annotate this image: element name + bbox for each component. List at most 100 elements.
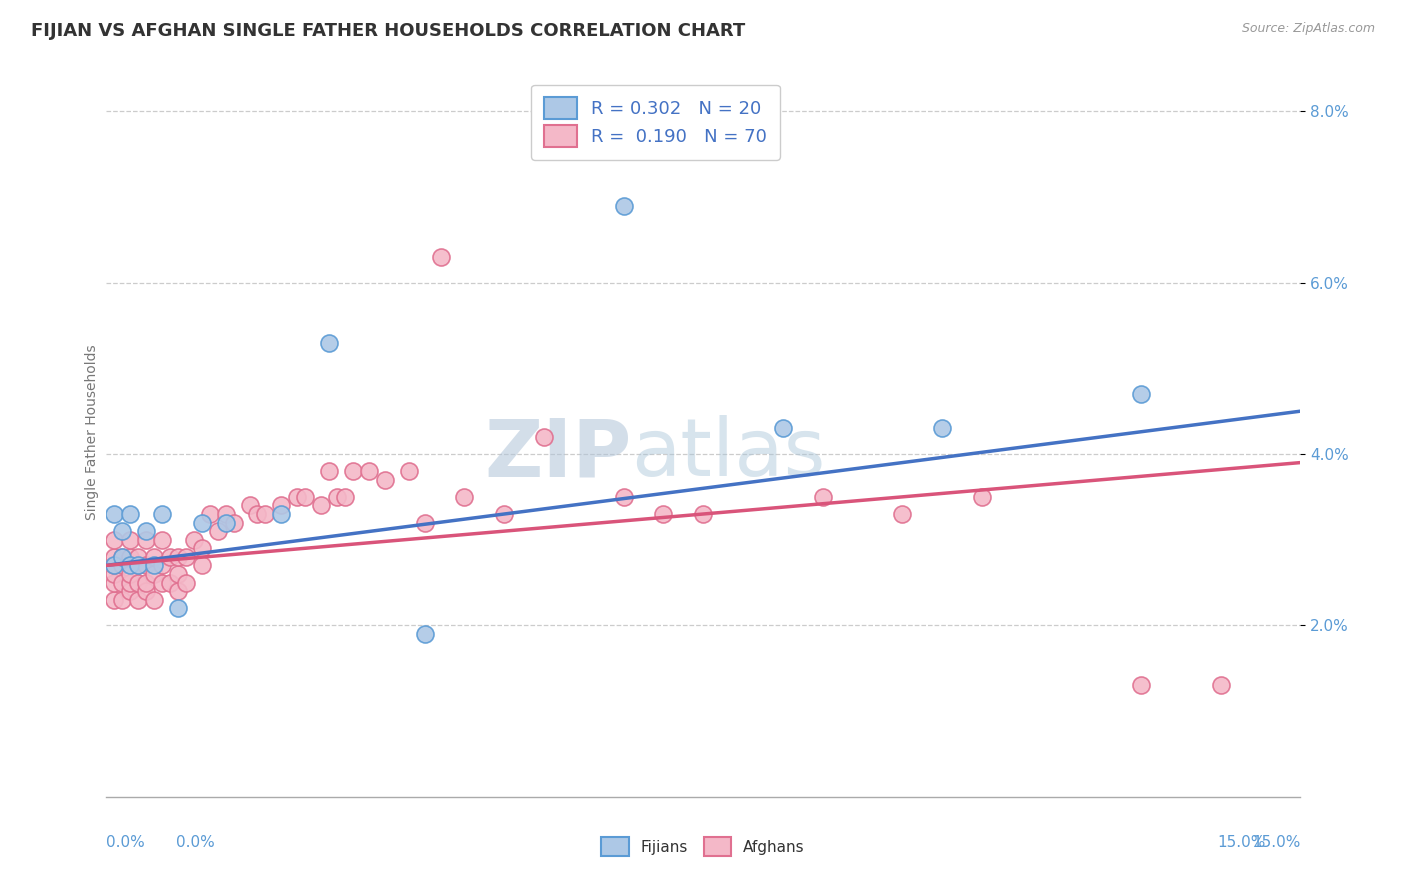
Point <box>931 421 953 435</box>
Point <box>238 499 260 513</box>
Legend: Fijians, Afghans: Fijians, Afghans <box>595 831 811 862</box>
Point <box>120 507 142 521</box>
Point <box>111 549 134 564</box>
Point <box>333 490 356 504</box>
Point <box>652 507 675 521</box>
Point <box>342 464 364 478</box>
Point <box>143 592 166 607</box>
Point <box>207 524 229 538</box>
Point <box>120 533 142 547</box>
Point <box>191 516 214 530</box>
Y-axis label: Single Father Households: Single Father Households <box>86 345 100 520</box>
Point <box>143 558 166 573</box>
Point <box>103 575 125 590</box>
Point <box>103 592 125 607</box>
Text: atlas: atlas <box>631 416 825 493</box>
Point <box>270 507 292 521</box>
Point <box>429 250 451 264</box>
Point <box>120 575 142 590</box>
Point <box>103 533 125 547</box>
Point <box>294 490 316 504</box>
Point <box>167 549 190 564</box>
Text: 0.0%: 0.0% <box>176 836 215 850</box>
Point <box>533 430 555 444</box>
Legend: R = 0.302   N = 20, R =  0.190   N = 70: R = 0.302 N = 20, R = 0.190 N = 70 <box>531 85 779 160</box>
Text: 15.0%: 15.0% <box>1251 836 1301 850</box>
Point <box>326 490 349 504</box>
Point <box>1130 678 1153 692</box>
Point <box>143 549 166 564</box>
Point <box>309 499 332 513</box>
Point <box>111 592 134 607</box>
Point <box>270 499 292 513</box>
Point <box>357 464 380 478</box>
Point <box>135 575 157 590</box>
Point <box>143 566 166 581</box>
Point <box>285 490 308 504</box>
Point <box>127 575 149 590</box>
Point <box>135 524 157 538</box>
Point <box>150 533 173 547</box>
Text: ZIP: ZIP <box>484 416 631 493</box>
Point <box>111 524 134 538</box>
Point <box>103 549 125 564</box>
Point <box>167 601 190 615</box>
Point <box>214 516 236 530</box>
Point <box>111 575 134 590</box>
Point <box>135 584 157 599</box>
Point <box>120 549 142 564</box>
Point <box>103 558 125 573</box>
Point <box>150 507 173 521</box>
Point <box>159 575 181 590</box>
Point <box>453 490 475 504</box>
Point <box>111 558 134 573</box>
Point <box>222 516 245 530</box>
Point <box>692 507 714 521</box>
Point <box>183 533 205 547</box>
Point <box>254 507 277 521</box>
Point <box>120 584 142 599</box>
Text: 0.0%: 0.0% <box>107 836 145 850</box>
Point <box>111 549 134 564</box>
Point <box>191 558 214 573</box>
Point <box>413 627 436 641</box>
Point <box>103 558 125 573</box>
Point <box>159 549 181 564</box>
Point <box>135 533 157 547</box>
Point <box>1130 387 1153 401</box>
Point <box>127 558 149 573</box>
Point <box>174 549 197 564</box>
Point <box>127 592 149 607</box>
Point <box>167 566 190 581</box>
Point <box>214 507 236 521</box>
Text: Source: ZipAtlas.com: Source: ZipAtlas.com <box>1241 22 1375 36</box>
Point <box>891 507 914 521</box>
Point <box>150 575 173 590</box>
Point <box>494 507 516 521</box>
Point <box>318 464 340 478</box>
Point <box>135 558 157 573</box>
Point <box>150 558 173 573</box>
Point <box>1209 678 1232 692</box>
Text: FIJIAN VS AFGHAN SINGLE FATHER HOUSEHOLDS CORRELATION CHART: FIJIAN VS AFGHAN SINGLE FATHER HOUSEHOLD… <box>31 22 745 40</box>
Point <box>613 490 636 504</box>
Point <box>103 507 125 521</box>
Point <box>374 473 396 487</box>
Point <box>103 566 125 581</box>
Point <box>246 507 269 521</box>
Point <box>120 558 142 573</box>
Point <box>191 541 214 556</box>
Point <box>167 584 190 599</box>
Point <box>318 335 340 350</box>
Point <box>772 421 794 435</box>
Point <box>120 566 142 581</box>
Point <box>198 507 221 521</box>
Point <box>413 516 436 530</box>
Point <box>398 464 420 478</box>
Point <box>127 549 149 564</box>
Point <box>613 198 636 212</box>
Text: 15.0%: 15.0% <box>1218 836 1265 850</box>
Point <box>811 490 834 504</box>
Point <box>174 575 197 590</box>
Point <box>127 558 149 573</box>
